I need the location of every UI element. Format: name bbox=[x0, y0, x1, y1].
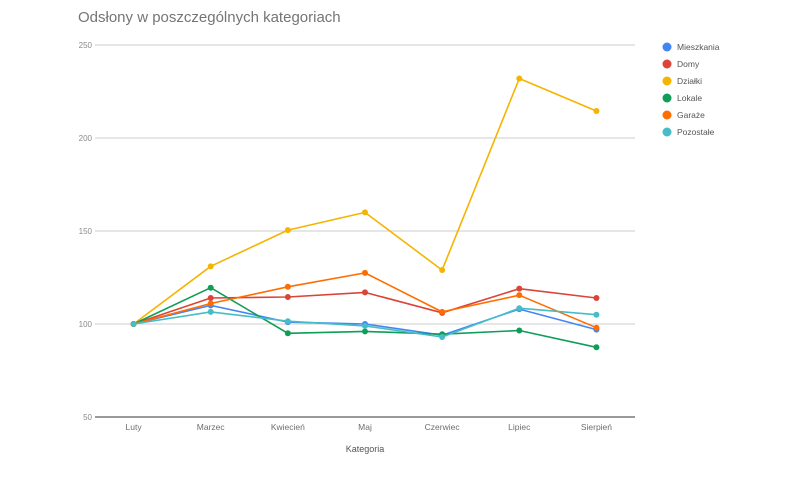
data-point bbox=[593, 324, 600, 331]
data-point bbox=[516, 75, 523, 82]
legend-label: Działki bbox=[677, 76, 702, 86]
series-pozostałe bbox=[130, 305, 600, 341]
data-point bbox=[362, 328, 368, 335]
data-point bbox=[516, 285, 523, 292]
data-point bbox=[207, 263, 214, 270]
data-point bbox=[284, 283, 291, 290]
legend-marker bbox=[662, 127, 672, 137]
series-group bbox=[130, 75, 600, 351]
legend-label: Mieszkania bbox=[677, 42, 720, 52]
data-point bbox=[593, 294, 600, 301]
legend-marker bbox=[662, 59, 672, 69]
legend-marker bbox=[662, 76, 672, 86]
data-point bbox=[284, 294, 291, 301]
data-point bbox=[593, 311, 600, 318]
legend-label: Domy bbox=[677, 59, 700, 69]
y-tick-label: 50 bbox=[83, 413, 92, 422]
y-tick-label: 150 bbox=[79, 227, 93, 236]
data-point bbox=[207, 308, 214, 315]
data-point bbox=[362, 209, 368, 216]
x-tick-label: Czerwiec bbox=[425, 422, 461, 432]
data-point bbox=[362, 269, 368, 276]
x-tick-label: Sierpień bbox=[581, 422, 612, 432]
legend-label: Lokale bbox=[677, 93, 702, 103]
x-tick-label: Kwiecień bbox=[271, 422, 305, 432]
chart-title: Odsłony w poszczególnych kategoriach bbox=[78, 9, 341, 26]
data-point bbox=[284, 227, 291, 234]
legend-marker bbox=[662, 93, 672, 103]
data-point bbox=[593, 108, 600, 115]
x-axis-ticks: Luty Marzec Kwiecień Maj Czerwiec Lipiec Sierp… bbox=[126, 422, 613, 432]
x-tick-label: Luty bbox=[126, 422, 143, 432]
legend-label: Pozostałe bbox=[677, 127, 715, 137]
gridlines bbox=[95, 44, 635, 418]
data-point bbox=[439, 308, 446, 315]
data-point bbox=[516, 327, 523, 334]
y-axis-ticks: 50 100 150 200 250 bbox=[79, 41, 93, 422]
x-tick-label: Lipiec bbox=[508, 422, 531, 432]
data-point bbox=[516, 305, 523, 312]
data-point bbox=[207, 284, 214, 291]
data-point bbox=[439, 267, 446, 274]
y-tick-label: 100 bbox=[79, 320, 93, 329]
legend-label: Garaże bbox=[677, 110, 705, 120]
series-line bbox=[133, 77, 597, 325]
x-tick-label: Maj bbox=[358, 422, 372, 432]
data-point bbox=[593, 344, 600, 351]
data-point bbox=[207, 300, 214, 307]
data-point bbox=[284, 330, 291, 337]
series-line bbox=[133, 286, 597, 349]
data-point bbox=[516, 292, 523, 299]
series-garaże bbox=[130, 269, 600, 331]
data-point bbox=[207, 294, 214, 301]
y-tick-label: 250 bbox=[79, 41, 93, 50]
data-point bbox=[284, 318, 291, 325]
series-działki bbox=[130, 75, 600, 327]
x-tick-label: Marzec bbox=[197, 422, 226, 432]
x-axis-title: Kategoria bbox=[346, 444, 385, 454]
legend-marker bbox=[662, 42, 672, 52]
data-point bbox=[362, 322, 368, 329]
data-point bbox=[130, 321, 137, 327]
y-tick-label: 200 bbox=[79, 134, 93, 143]
data-point bbox=[439, 334, 446, 341]
legend: Mieszkania Domy Działki Lokale Garaże Pozosta… bbox=[662, 42, 720, 137]
data-point bbox=[362, 289, 368, 296]
legend-marker bbox=[662, 110, 672, 120]
